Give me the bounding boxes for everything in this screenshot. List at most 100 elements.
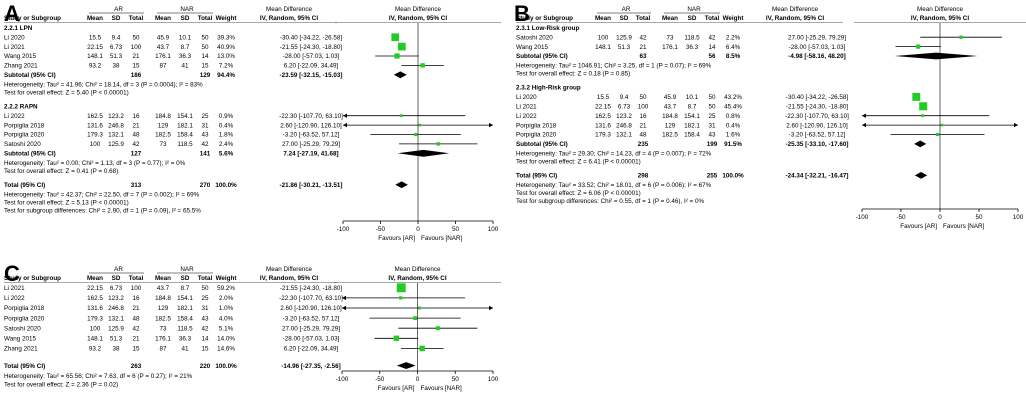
study-row-weight: 0.9% (219, 113, 234, 120)
subtotal-row-ci: -23.59 [-32.15, -15.03] (279, 72, 342, 79)
study-row-mean-ar: 22.15 (595, 103, 611, 110)
study-row-mean-ar: 162.5 (87, 113, 103, 120)
study-row-total-nar: 15 (201, 346, 209, 353)
study-row-arrow-left (862, 122, 866, 128)
study-row-sd-nar: 36.3 (179, 53, 192, 60)
study-row-weight: 14.0% (217, 336, 235, 343)
header-sd-ar: SD (112, 15, 121, 22)
study-row-sd-ar: 38 (112, 63, 120, 70)
header-total-ar: Total (129, 275, 144, 282)
study-row-sd-nar: 154.1 (684, 113, 700, 120)
study-row-total-ar: 48 (132, 315, 140, 322)
study-row-weight: 59.2% (217, 285, 235, 292)
study-row-mean-ar: 22.15 (87, 285, 103, 292)
subgroup-overall-effect: Test for overall effect: Z = 0.41 (P = 0… (4, 168, 118, 175)
study-row-sd-nar: 182.1 (177, 122, 193, 129)
subgroup-heterogeneity: Heterogeneity: Tau² = 1046.91; Chi² = 3.… (516, 63, 712, 70)
header-plot-method: IV, Random, 95% CI (388, 275, 446, 282)
header-weight: Weight (216, 15, 238, 22)
total-row-ci: -14.96 [-27.35, -2.56] (281, 363, 341, 370)
study-row-weight: 1.6% (726, 132, 741, 139)
study-row-arrow-right (489, 305, 493, 311)
study-row-mean-nar: 87 (159, 63, 167, 70)
x-axis-tick-label: -100 (337, 226, 350, 233)
study-row-mean-ar: 93.2 (89, 63, 102, 70)
study-row-mean-ar: 148.1 (87, 336, 103, 343)
study-row-mean-nar: 182.5 (662, 132, 678, 139)
study-row-mean-nar: 129 (158, 122, 169, 129)
header-total-ar: Total (636, 15, 651, 22)
study-row-mean-ar: 179.3 (87, 315, 103, 322)
subgroup-heterogeneity: Heterogeneity: Tau² = 41.96; Chi² = 18.1… (4, 81, 203, 88)
study-row-sd-nar: 8.7 (688, 103, 697, 110)
study-row-total-ar: 100 (638, 103, 649, 110)
panel-letter: A (4, 1, 20, 26)
study-row-arrow-left (342, 305, 346, 311)
study-row-arrow-left (343, 113, 347, 118)
study-row-weight: 4.0% (219, 315, 234, 322)
study-row-sd-ar: 9.4 (620, 94, 629, 101)
study-row-total-ar: 21 (639, 44, 647, 51)
study-row-point (391, 33, 400, 42)
study-row-mean-nar: 43.7 (664, 103, 677, 110)
study-row-ci: -21.55 [-24.30, -18.80] (786, 103, 849, 110)
study-row-total-ar: 16 (639, 113, 647, 120)
header-method: IV, Random, 95% CI (766, 15, 824, 22)
subtotal-row-total-ar: 235 (638, 141, 649, 148)
study-row-mean-ar: 162.5 (595, 113, 611, 120)
subtotal-row-total-ar: 63 (639, 53, 647, 60)
total-row-total-nar: 270 (200, 182, 211, 189)
total-overall-effect: Test for overall effect: Z = 5.13 (P < 0… (4, 199, 129, 206)
study-row-total-nar: 25 (201, 113, 209, 120)
x-axis-tick-label: 0 (416, 226, 420, 233)
header-sd-nar: SD (181, 15, 190, 22)
study-row-name: Wang 2015 (4, 53, 36, 60)
study-row-total-nar: 25 (708, 113, 716, 120)
study-row-mean-nar: 129 (158, 305, 169, 312)
header-nar: NAR (180, 6, 194, 13)
study-row-total-nar: 31 (708, 122, 716, 129)
study-row-mean-ar: 148.1 (87, 53, 103, 60)
x-axis-tick-label: 0 (416, 376, 420, 383)
study-row-ci: -3.20 [-63.52, 57.12] (283, 315, 340, 322)
study-row-mean-ar: 100 (90, 141, 101, 148)
x-axis-tick-label: 50 (452, 376, 460, 383)
study-row-ci: 6.20 [-22.09, 34.49] (284, 63, 339, 70)
total-overall-effect: Test for overall effect: Z = 2.36 (P = 0… (4, 381, 118, 388)
study-row-point (916, 44, 921, 49)
study-row-sd-ar: 246.8 (108, 122, 124, 129)
subgroup-title: 2.2.2 RAPN (4, 103, 38, 110)
favours-nar-label: Favours [NAR] (421, 385, 463, 392)
study-row-mean-nar: 87 (159, 346, 167, 353)
study-row-total-ar: 21 (132, 336, 140, 343)
study-row-ci: -22.30 [-107.70, 63.10] (785, 113, 849, 120)
study-row-mean-ar: 22.15 (87, 44, 103, 51)
study-row-total-nar: 43 (201, 315, 209, 322)
study-row-point (399, 114, 403, 118)
favours-nar-label: Favours [NAR] (943, 223, 985, 230)
total-diamond (914, 171, 928, 179)
study-row-point (935, 132, 940, 137)
study-row-point (396, 283, 406, 293)
subtotal-row-total-nar: 129 (200, 72, 211, 79)
study-row-ci: -28.00 [-57.03, 1.03] (283, 53, 340, 60)
header-study: Study or Subgroup (516, 15, 573, 22)
header-sd-nar: SD (688, 15, 697, 22)
subgroup-overall-effect: Test for overall effect: Z = 5.40 (P < 0… (4, 89, 129, 96)
study-row-ci: -30.40 [-34.22, -26.58] (280, 34, 343, 41)
header-plot-mean-difference: Mean Difference (917, 6, 964, 13)
study-row-sd-nar: 41 (181, 63, 189, 70)
x-axis-tick-label: -50 (376, 226, 386, 233)
x-axis-tick-label: 100 (488, 226, 499, 233)
study-row-total-nar: 31 (201, 305, 209, 312)
subgroup-heterogeneity: Heterogeneity: Tau² = 0.00; Chi² = 1.13,… (4, 160, 186, 167)
study-row-name: Porpiglia 2020 (516, 132, 557, 139)
study-row-total-nar: 50 (201, 44, 209, 51)
study-row-name: Li 2020 (4, 34, 25, 41)
study-row-ci: 2.60 [-120.90, 126.10] (280, 122, 342, 129)
study-row-name: Porpiglia 2020 (4, 315, 45, 322)
study-row-name: Porpiglia 2018 (516, 122, 557, 129)
study-row-mean-nar: 73 (159, 325, 167, 332)
subtotal-row-total-nar: 199 (707, 141, 718, 148)
subtotal-row-label: Subtotal (95% CI) (4, 72, 56, 79)
